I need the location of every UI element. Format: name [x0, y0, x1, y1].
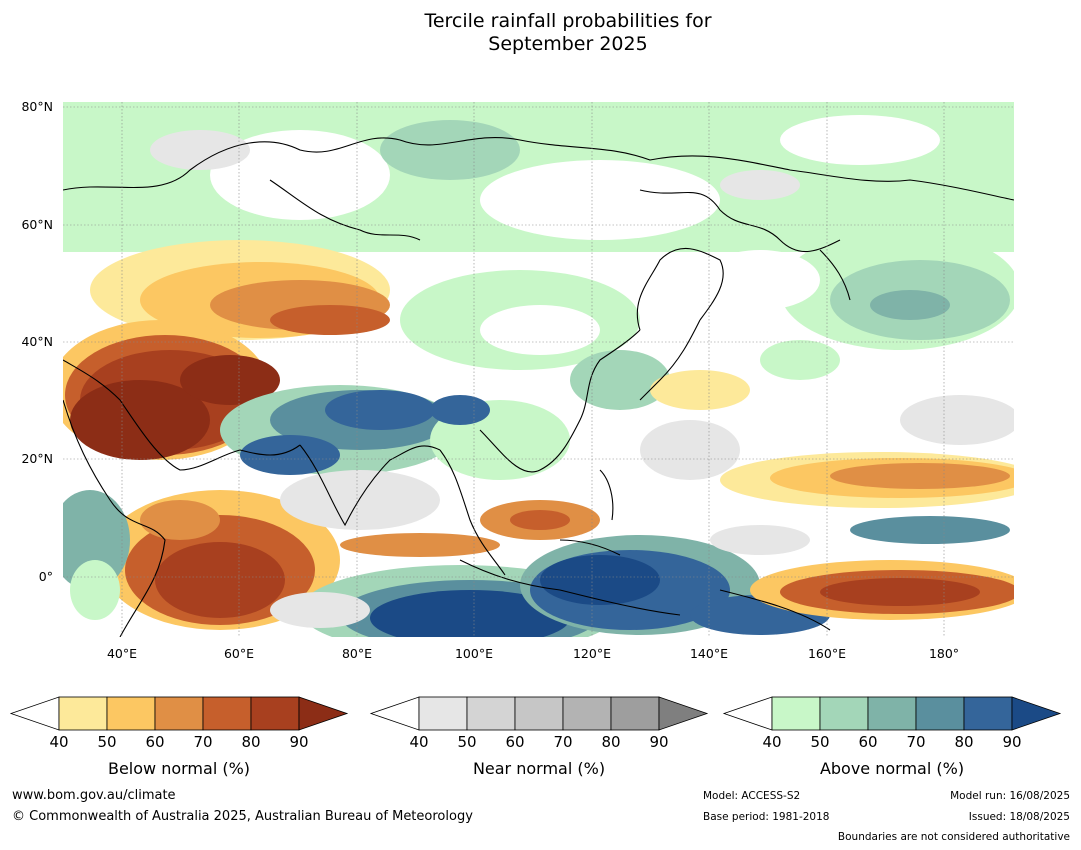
below-colorbar-tick: 40: [49, 733, 69, 751]
below-colorbar-tick: 90: [289, 733, 309, 751]
above-colorbar-cell: [915, 696, 965, 731]
above-colorbar-cell: [963, 696, 1013, 731]
base-period-text: Base period: 1981-2018: [703, 811, 830, 823]
lon-label-80e: 80°E: [342, 646, 372, 661]
near-colorbar-tick: 50: [457, 733, 477, 751]
above-colorbar-tick: 60: [858, 733, 878, 751]
model-run-text: Model run: 16/08/2025: [950, 790, 1070, 802]
lon-label-100e: 100°E: [455, 646, 493, 661]
near-colorbar-cell: [562, 696, 612, 731]
lat-label-20n: 20°N: [21, 451, 53, 466]
lat-label-40n: 40°N: [21, 334, 53, 349]
above-colorbar-max-arrow: [1011, 696, 1062, 731]
lon-label-180: 180°: [929, 646, 959, 661]
near-colorbar-cell: [610, 696, 660, 731]
lat-label-60n: 60°N: [21, 217, 53, 232]
coastlines: [63, 137, 1014, 637]
title-line-1: Tercile rainfall probabilities for: [424, 10, 712, 32]
near-colorbar-cell: [466, 696, 516, 731]
below-colorbar-cell: [106, 696, 156, 731]
model-text: Model: ACCESS-S2: [703, 790, 801, 802]
title-line-2: September 2025: [488, 33, 648, 55]
website-link[interactable]: www.bom.gov.au/climate: [12, 788, 176, 803]
latitude-labels: 80°N 60°N 40°N 20°N 0°: [21, 99, 53, 584]
near-colorbar-tick: 80: [601, 733, 621, 751]
below-colorbar-cell: [58, 696, 108, 731]
copyright-text: © Commonwealth of Australia 2025, Austra…: [12, 809, 473, 824]
above-colorbar-tick: 50: [810, 733, 830, 751]
near-colorbar-max-arrow: [658, 696, 709, 731]
near-colorbar-tick: 60: [505, 733, 525, 751]
lon-label-160e: 160°E: [808, 646, 846, 661]
colorbar-group: [9, 696, 1062, 731]
near-colorbar-min-arrow: [369, 696, 420, 731]
graticule: [63, 102, 1014, 637]
above-colorbar-cell: [867, 696, 917, 731]
above-colorbar-tick: 70: [906, 733, 926, 751]
below-colorbar-min-arrow: [9, 696, 60, 731]
lat-label-0: 0°: [39, 569, 53, 584]
below-colorbar-title: Below normal (%): [107, 759, 251, 778]
near-colorbar-title: Near normal (%): [472, 759, 606, 778]
probability-field: [63, 102, 1014, 637]
below-colorbar-tick: 60: [145, 733, 165, 751]
near-colorbar-tick: 90: [649, 733, 669, 751]
disclaimer-text: Boundaries are not considered authoritat…: [837, 831, 1070, 843]
below-colorbar-cell: [154, 696, 204, 731]
above-colorbar-cell: [771, 696, 821, 731]
below-colorbar-tick: 70: [193, 733, 213, 751]
lon-label-140e: 140°E: [690, 646, 728, 661]
above-colorbar-tick: 40: [762, 733, 782, 751]
near-colorbar-tick: 40: [409, 733, 429, 751]
below-colorbar-tick: 50: [97, 733, 117, 751]
near-colorbar-tick: 70: [553, 733, 573, 751]
above-colorbar-min-arrow: [722, 696, 773, 731]
above-colorbar-tick: 80: [954, 733, 974, 751]
above-colorbar-cell: [819, 696, 869, 731]
below-colorbar-tick: 80: [241, 733, 261, 751]
above-colorbar-tick: 90: [1002, 733, 1022, 751]
map-title: Tercile rainfall probabilities for Septe…: [0, 10, 1081, 56]
lon-label-120e: 120°E: [573, 646, 611, 661]
below-colorbar-cell: [202, 696, 252, 731]
below-colorbar-max-arrow: [298, 696, 349, 731]
above-colorbar-title: Above normal (%): [819, 759, 965, 778]
near-colorbar-cell: [514, 696, 564, 731]
lat-label-80n: 80°N: [21, 99, 53, 114]
lon-label-60e: 60°E: [224, 646, 254, 661]
near-colorbar-cell: [418, 696, 468, 731]
longitude-labels: 40°E 60°E 80°E 100°E 120°E 140°E 160°E 1…: [107, 646, 959, 661]
issued-text: Issued: 18/08/2025: [968, 811, 1070, 823]
below-colorbar-cell: [250, 696, 300, 731]
lon-label-40e: 40°E: [107, 646, 137, 661]
